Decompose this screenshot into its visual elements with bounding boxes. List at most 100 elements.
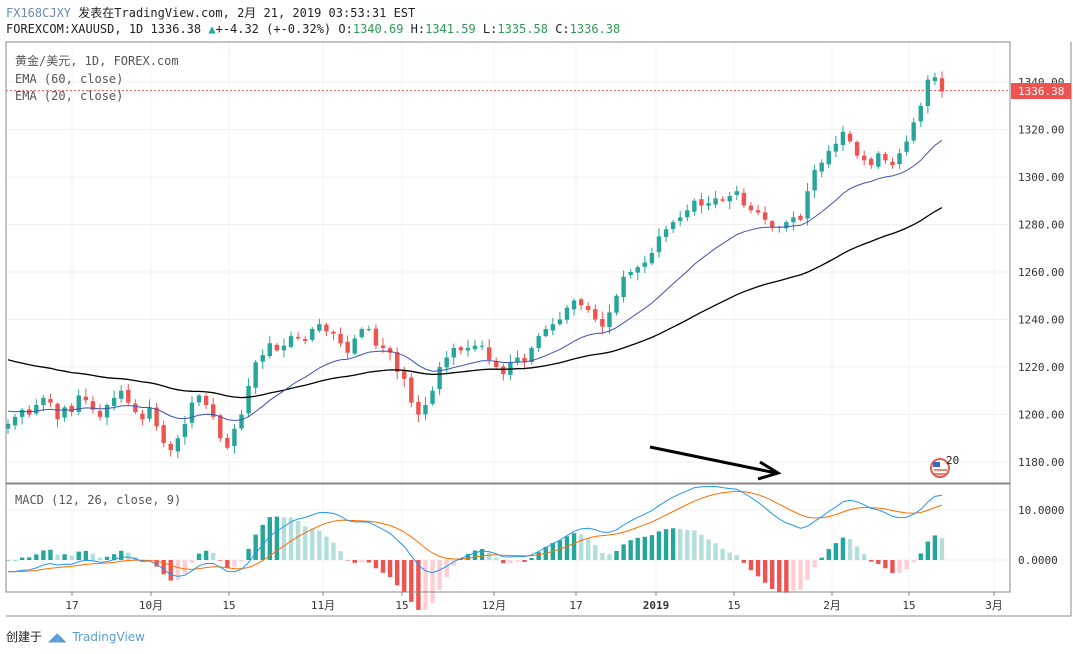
macd-hist-bar xyxy=(12,559,18,561)
candle-body xyxy=(104,405,110,418)
candle-body xyxy=(246,386,251,414)
macd-hist-bar xyxy=(854,546,860,560)
candle-body xyxy=(522,358,527,363)
candle-body xyxy=(586,306,591,310)
candle-body xyxy=(550,324,556,331)
axes: 1180.00 1200.00 1220.00 1240.00 1260.00 1280.… xyxy=(5,41,1072,617)
candle-body xyxy=(126,389,131,403)
candle-body xyxy=(317,324,322,331)
candle-body xyxy=(663,229,669,237)
macd-hist-bar xyxy=(83,550,89,560)
candle-body xyxy=(727,196,732,202)
candle-body xyxy=(409,377,414,403)
candle-body xyxy=(543,329,548,337)
macd-hist-bar xyxy=(90,553,96,560)
macd-hist-bar xyxy=(69,555,74,560)
macd-hist-bar xyxy=(189,560,195,563)
candle-body xyxy=(600,319,605,327)
macd-hist-bar xyxy=(890,560,895,573)
macd-hist-bar xyxy=(635,537,640,560)
candle-body xyxy=(656,236,662,253)
legend-macd: MACD (12, 26, close, 9) xyxy=(15,493,181,507)
candle-body xyxy=(791,217,796,223)
macd-hist-bar xyxy=(479,548,485,560)
candle-body xyxy=(423,405,428,415)
candle-body xyxy=(260,355,265,362)
macd-hist-bar xyxy=(847,539,853,560)
candle-body xyxy=(798,216,803,220)
x-tick-label: 12月 xyxy=(482,599,506,612)
author-link[interactable]: FX168CJXY xyxy=(6,6,72,20)
candle-body xyxy=(515,357,520,363)
legend-ema20: EMA (20, close) xyxy=(15,89,123,103)
macd-hist-bar xyxy=(571,533,577,560)
tradingview-logo-icon[interactable]: ◢◣ xyxy=(48,630,67,644)
macd-hist-bar xyxy=(97,557,103,560)
legend-ema60: EMA (60, close) xyxy=(15,72,123,86)
close-value: 1336.38 xyxy=(569,22,621,36)
trend-arrow-head xyxy=(757,460,782,481)
macd-hist-bar xyxy=(352,560,357,563)
candle-body xyxy=(571,300,577,310)
candle-body xyxy=(501,366,506,375)
macd-hist-bar xyxy=(925,541,931,560)
candle-body xyxy=(225,437,230,448)
candle-body xyxy=(472,345,478,350)
candle-body xyxy=(819,162,824,172)
macd-hist-bar xyxy=(769,560,775,589)
macd-hist-bar xyxy=(345,560,350,561)
candle-body xyxy=(175,438,181,452)
created-label: 创建于 xyxy=(6,630,43,644)
macd-hist-bar xyxy=(310,528,315,560)
ema60-line xyxy=(7,207,943,399)
y-tick-label: 1200.00 xyxy=(1018,409,1064,422)
macd-hist-bar xyxy=(387,560,393,578)
close-label: C: xyxy=(555,22,570,36)
candle-body xyxy=(918,105,923,122)
x-tick-label: 15 xyxy=(727,599,740,612)
macd-hist-bar xyxy=(104,556,110,560)
candle-body xyxy=(34,405,39,414)
macd-hist-bar xyxy=(932,535,938,560)
candle-body xyxy=(97,410,103,417)
macd-hist-bar xyxy=(755,560,761,577)
macd-hist-bar xyxy=(699,534,704,560)
y-tick-label: 1280.00 xyxy=(1018,219,1064,232)
macd-hist-bar xyxy=(918,553,923,560)
legend-title: 黄金/美元, 1D, FOREX.com xyxy=(15,53,179,68)
candle-body xyxy=(62,407,67,418)
macd-tick-label: 0.0000 xyxy=(1018,554,1058,567)
macd-hist-bar xyxy=(642,536,648,560)
macd-hist-bar xyxy=(281,517,287,560)
candle-body xyxy=(692,200,697,212)
x-tick-label: 15 xyxy=(395,599,408,612)
macd-hist-bar xyxy=(437,560,442,590)
flag-canton xyxy=(933,462,940,467)
candle-body xyxy=(111,397,117,406)
low-label: L: xyxy=(482,22,498,36)
macd-hist-bar xyxy=(621,544,626,560)
macd-hist-bar xyxy=(904,560,909,570)
tradingview-brand[interactable]: TradingView xyxy=(72,630,145,644)
candle-body xyxy=(557,319,563,325)
candle-body xyxy=(359,329,364,338)
candle-body xyxy=(635,267,640,273)
candle-body xyxy=(373,328,379,346)
macd-hist-bar xyxy=(557,540,563,560)
macd-hist-bar xyxy=(727,552,732,560)
candle-body xyxy=(939,78,945,92)
candle-body xyxy=(281,345,287,351)
candle-body xyxy=(486,347,492,360)
x-tick-label: 10月 xyxy=(139,599,163,612)
macd-hist-bar xyxy=(494,557,499,560)
candle-body xyxy=(331,331,336,334)
macd-hist-bar xyxy=(34,554,39,560)
candle-body xyxy=(755,210,761,213)
price-label-bg xyxy=(1011,83,1071,99)
ema20-line xyxy=(7,139,943,422)
candle-body xyxy=(578,299,584,306)
candle-body xyxy=(48,399,53,403)
macd-hist-bar xyxy=(720,548,725,560)
candle-body xyxy=(310,329,315,340)
